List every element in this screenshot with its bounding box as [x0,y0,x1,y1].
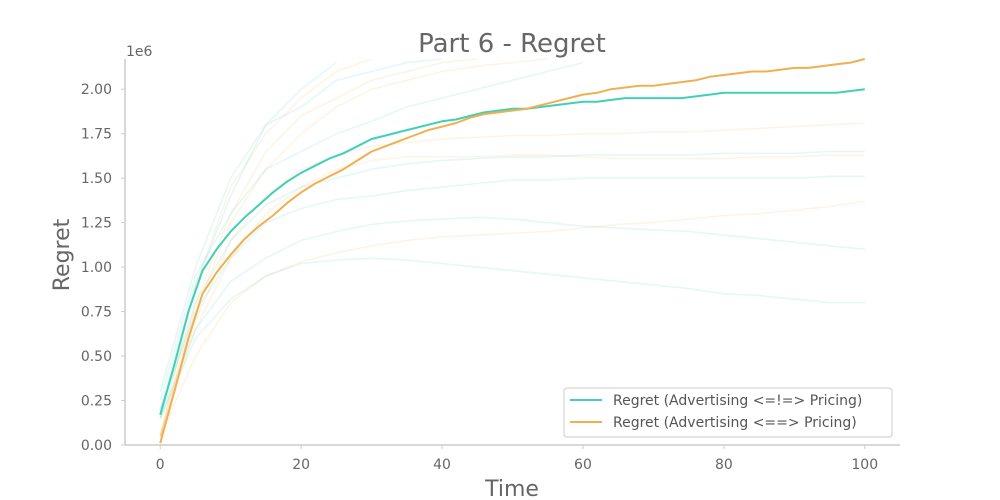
background-run-line [159,122,865,437]
series-lines [159,58,866,444]
y-tick-label: 2.00 [81,82,112,98]
x-tick-label: 40 [433,457,451,473]
legend-label-0: Regret (Advertising <=!=> Pricing) [613,393,862,409]
y-tick-label: 1.25 [81,216,112,232]
y-tick-label: 1.50 [81,171,112,187]
y-tick-label: 1.00 [81,260,112,276]
x-tick-label: 0 [156,457,165,473]
x-axis-title: Time [484,477,539,500]
series-line-0 [159,88,865,416]
y-tick-label: 0.25 [81,394,112,410]
y-offset-label: 1e6 [126,44,153,60]
x-tick-label: 80 [715,457,733,473]
y-tick-label: 1.75 [81,127,112,143]
background-run-line [159,200,865,437]
y-axis-ticks: 0.00 0.25 0.50 0.75 1.00 1.25 1.50 1.75 2.00 [81,82,125,454]
legend-box [563,387,893,438]
x-tick-label: 60 [574,457,592,473]
background-run-line [159,150,865,419]
x-axis-ticks: 0 20 40 60 80 100 [156,445,878,473]
legend: Regret (Advertising <=!=> Pricing) Regre… [563,387,893,438]
background-run-line [159,61,584,401]
y-tick-label: 0.50 [81,349,112,365]
background-run-line [159,175,865,410]
background-run-line [159,61,337,392]
series-line-1 [159,58,866,444]
background-run-line [159,216,865,419]
y-tick-label: 0.75 [81,305,112,321]
background-run-line [159,58,478,437]
x-tick-label: 20 [292,457,310,473]
y-axis-title: Regret [50,218,75,291]
background-run-line [159,58,443,410]
chart-title: Part 6 - Regret [418,29,606,59]
background-run-lines [159,58,865,437]
background-run-line [159,257,865,419]
legend-label-1: Regret (Advertising <==> Pricing) [613,415,857,431]
y-tick-label: 0.00 [81,438,112,454]
background-run-line [159,154,865,437]
x-tick-label: 100 [851,457,878,473]
background-run-line [159,58,372,437]
